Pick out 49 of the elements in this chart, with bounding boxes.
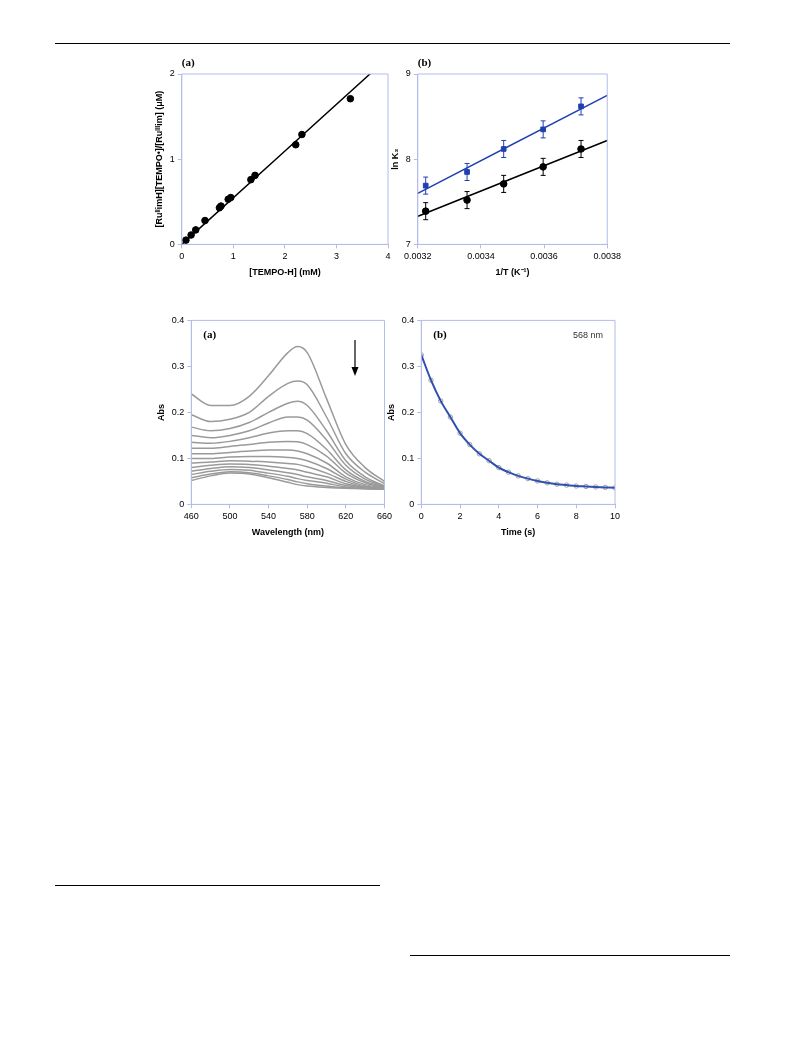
y-tick-label: 8 (405, 153, 411, 164)
y-axis-title: ln K₃ (389, 148, 400, 170)
x-tick-label: 580 (299, 511, 315, 522)
y-tick-label: 0 (409, 498, 415, 509)
y-tick-label: 0.4 (401, 314, 415, 325)
x-tick-label: 500 (222, 511, 238, 522)
y-tick-label: 0 (179, 498, 185, 509)
x-tick-label: 460 (183, 511, 199, 522)
y-tick-label: 0.2 (171, 406, 185, 417)
text: (a) (203, 328, 217, 342)
text: (b) (433, 328, 448, 342)
y-tick-label: 0.1 (171, 452, 185, 463)
x-axis-title: Wavelength (nm) (251, 527, 324, 538)
x-tick-label: 10 (609, 511, 621, 522)
x-tick-label: 0.0036 (530, 251, 558, 262)
chart-title: (a) (181, 56, 195, 69)
y-tick-label: 1 (169, 153, 175, 164)
annotation: 568 nm (572, 330, 603, 341)
y-tick-label: 9 (405, 68, 411, 79)
x-tick-label: 4 (496, 511, 502, 522)
y-tick-label: 0.1 (401, 452, 415, 463)
x-tick-label: 660 (376, 511, 393, 522)
x-tick-label: 6 (535, 511, 541, 522)
y-tick-label: 0.2 (401, 406, 415, 417)
y-axis-title: [RuᴵᴵimH][TEMPO•]/[Ruᴵᴵᴵim] (μM) (153, 90, 164, 228)
x-tick-label: 2 (282, 251, 288, 262)
y-axis-title: Abs (155, 403, 166, 421)
x-tick-label: 620 (338, 511, 354, 522)
x-tick-label: 8 (573, 511, 579, 522)
x-tick-label: 0 (418, 511, 424, 522)
x-tick-label: 4 (385, 251, 391, 262)
x-axis-title: Time (s) (500, 527, 536, 538)
x-tick-label: 2 (457, 511, 463, 522)
chart-title: (b) (417, 56, 432, 69)
y-tick-label: 0.3 (171, 360, 185, 371)
x-tick-label: 3 (333, 251, 339, 262)
x-tick-label: 540 (261, 511, 277, 522)
x-tick-label: 1 (230, 251, 236, 262)
x-tick-label: 0.0038 (593, 251, 621, 262)
y-tick-label: 0.3 (401, 360, 415, 371)
y-tick-label: 2 (169, 68, 175, 79)
y-tick-label: 7 (405, 238, 411, 249)
x-tick-label: 0.0034 (467, 251, 495, 262)
y-axis-title: Abs (385, 403, 396, 421)
x-axis-title: [TEMPO-H] (mM) (249, 267, 321, 278)
x-axis-title: 1/T (K⁻¹) (495, 267, 530, 278)
x-tick-label: 0.0032 (404, 251, 432, 262)
y-tick-label: 0 (169, 238, 175, 249)
y-tick-label: 0.4 (171, 314, 185, 325)
